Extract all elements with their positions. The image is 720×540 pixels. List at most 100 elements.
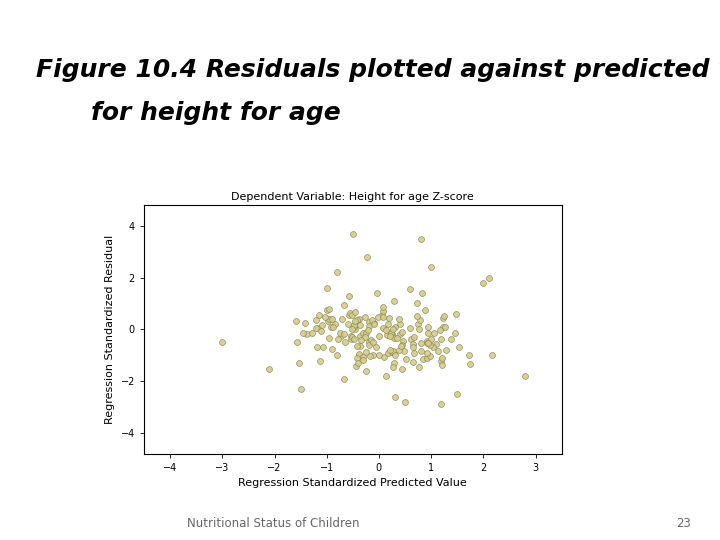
Point: [437, 323, 449, 332]
Point: [327, 314, 338, 323]
Point: [408, 333, 420, 342]
Point: [350, 325, 361, 334]
Point: [332, 334, 343, 343]
Point: [394, 346, 405, 355]
Point: [351, 361, 362, 370]
Point: [346, 311, 358, 320]
Point: [372, 289, 383, 298]
Point: [327, 322, 338, 331]
Point: [424, 341, 436, 349]
Point: [422, 339, 433, 347]
Point: [359, 313, 371, 321]
Point: [396, 327, 408, 336]
Point: [377, 323, 389, 332]
Point: [388, 296, 400, 305]
Point: [416, 288, 428, 297]
Point: [421, 348, 433, 357]
Point: [312, 323, 323, 332]
Point: [428, 328, 440, 337]
Point: [364, 341, 375, 349]
Point: [354, 321, 365, 329]
Point: [358, 355, 369, 364]
Text: for height for age: for height for age: [91, 102, 341, 125]
X-axis label: Regression Standardized Predicted Value: Regression Standardized Predicted Value: [238, 478, 467, 488]
Point: [373, 350, 384, 359]
Point: [292, 338, 303, 346]
Point: [325, 322, 336, 331]
Point: [318, 343, 329, 352]
Point: [408, 349, 420, 358]
Point: [388, 334, 400, 343]
Point: [323, 315, 335, 323]
Point: [436, 357, 447, 366]
Point: [370, 343, 382, 352]
Point: [364, 352, 376, 361]
Point: [315, 327, 326, 336]
Point: [404, 285, 415, 294]
Point: [374, 332, 385, 340]
Point: [346, 333, 358, 341]
Point: [297, 328, 308, 337]
Point: [420, 306, 431, 314]
Point: [343, 292, 354, 301]
Point: [388, 359, 400, 368]
Point: [449, 329, 461, 338]
Point: [377, 307, 388, 315]
Point: [414, 315, 426, 324]
Point: [386, 329, 397, 338]
Point: [376, 310, 387, 319]
Point: [362, 326, 374, 334]
Point: [385, 329, 397, 338]
Point: [295, 384, 307, 393]
Point: [421, 338, 433, 347]
Point: [435, 400, 446, 409]
Point: [300, 319, 311, 327]
Point: [331, 351, 343, 360]
Point: [364, 318, 375, 327]
Point: [321, 284, 333, 292]
Point: [354, 315, 365, 324]
Point: [423, 323, 434, 332]
Y-axis label: Regression Standardized Residual: Regression Standardized Residual: [105, 235, 115, 424]
Point: [427, 343, 438, 352]
Point: [378, 352, 390, 361]
Point: [453, 342, 464, 351]
Point: [415, 234, 426, 243]
Point: [426, 263, 437, 272]
Point: [404, 323, 415, 332]
Point: [396, 364, 408, 373]
Point: [382, 331, 393, 340]
Point: [364, 338, 375, 346]
Point: [345, 335, 356, 343]
Point: [351, 316, 363, 325]
Point: [407, 357, 418, 366]
Point: [310, 315, 322, 324]
Point: [486, 351, 498, 360]
Point: [418, 355, 429, 364]
Point: [293, 359, 305, 367]
Point: [347, 230, 359, 238]
Point: [345, 332, 356, 341]
Point: [355, 336, 366, 345]
Point: [383, 328, 395, 337]
Point: [411, 299, 423, 308]
Point: [389, 322, 400, 331]
Point: [369, 319, 380, 327]
Point: [426, 334, 437, 343]
Point: [323, 305, 335, 313]
Text: 23: 23: [677, 517, 691, 530]
Point: [352, 359, 364, 367]
Point: [422, 354, 433, 362]
Point: [336, 332, 347, 340]
Point: [331, 268, 343, 277]
Point: [311, 342, 323, 351]
Point: [354, 342, 365, 350]
Point: [384, 345, 395, 354]
Point: [482, 273, 494, 282]
Point: [377, 303, 389, 312]
Text: Figure 10.4 Residuals plotted against predicted values: Figure 10.4 Residuals plotted against pr…: [36, 58, 720, 82]
Point: [400, 355, 412, 363]
Point: [440, 346, 451, 354]
Point: [361, 366, 372, 375]
Point: [365, 335, 377, 344]
